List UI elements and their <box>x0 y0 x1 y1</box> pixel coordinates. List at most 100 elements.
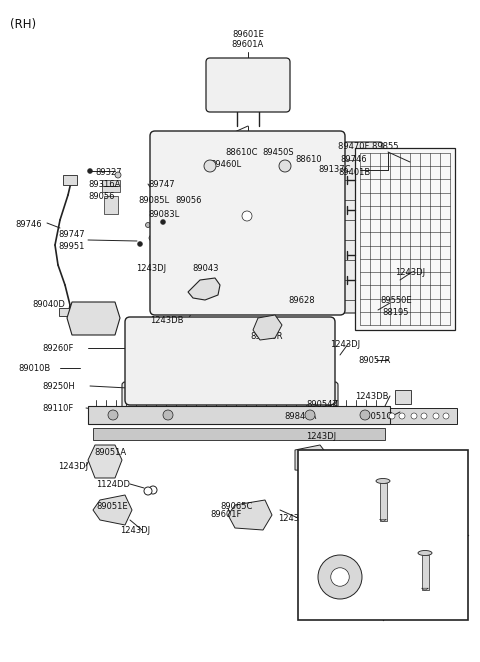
Text: 89550E: 89550E <box>380 296 412 305</box>
FancyBboxPatch shape <box>287 142 383 313</box>
Circle shape <box>87 169 93 173</box>
Text: 89746: 89746 <box>340 155 367 164</box>
Bar <box>421 555 429 591</box>
Text: 89040D: 89040D <box>32 300 65 309</box>
Polygon shape <box>88 445 122 478</box>
Text: 89056: 89056 <box>88 192 115 201</box>
Text: 89843A: 89843A <box>284 412 316 421</box>
Polygon shape <box>228 500 272 530</box>
Circle shape <box>115 172 121 178</box>
Circle shape <box>137 242 143 246</box>
Circle shape <box>204 160 216 172</box>
Text: 89460L: 89460L <box>210 160 241 169</box>
Bar <box>177 236 185 240</box>
Polygon shape <box>421 589 429 591</box>
Circle shape <box>331 568 349 587</box>
Text: 1243DJ: 1243DJ <box>58 462 88 471</box>
Circle shape <box>305 410 315 420</box>
Polygon shape <box>188 278 220 300</box>
Circle shape <box>145 222 151 228</box>
Circle shape <box>242 211 252 221</box>
Text: 89260F: 89260F <box>42 344 73 353</box>
Text: 1243DB: 1243DB <box>278 514 312 523</box>
Circle shape <box>279 160 291 172</box>
Text: 89628: 89628 <box>288 296 314 305</box>
Text: 89747: 89747 <box>148 180 175 189</box>
Bar <box>104 196 118 214</box>
Bar <box>177 212 185 216</box>
Circle shape <box>443 413 449 419</box>
Circle shape <box>318 555 362 599</box>
Text: 89045B: 89045B <box>325 462 357 471</box>
Circle shape <box>433 413 439 419</box>
Text: 1124DD: 1124DD <box>96 480 130 489</box>
Polygon shape <box>93 495 132 525</box>
Text: 89746: 89746 <box>15 220 42 229</box>
Text: 1243DJ: 1243DJ <box>330 340 360 349</box>
Bar <box>102 180 120 192</box>
Text: 88610C: 88610C <box>225 148 257 157</box>
Text: 1243JA: 1243JA <box>367 456 399 465</box>
Bar <box>93 428 385 440</box>
Ellipse shape <box>376 479 390 483</box>
Text: 88195: 88195 <box>382 308 408 317</box>
Text: 1243DJ: 1243DJ <box>306 432 336 441</box>
Bar <box>177 220 185 224</box>
Text: 1243DB: 1243DB <box>150 316 183 325</box>
Text: 89057R: 89057R <box>358 356 390 365</box>
Bar <box>395 390 411 404</box>
Text: 89830R: 89830R <box>250 332 283 341</box>
Text: 1243DJ: 1243DJ <box>395 268 425 277</box>
Circle shape <box>160 220 166 224</box>
Circle shape <box>421 413 427 419</box>
Text: 89250H: 89250H <box>42 382 75 391</box>
Text: 89054Z: 89054Z <box>306 400 338 409</box>
Text: 89083L: 89083L <box>148 210 179 219</box>
Text: 89010B: 89010B <box>18 364 50 373</box>
Text: 89056: 89056 <box>175 196 202 205</box>
Text: 89060A: 89060A <box>310 490 342 499</box>
Text: 1243DB: 1243DB <box>355 392 388 401</box>
Polygon shape <box>67 302 120 335</box>
FancyBboxPatch shape <box>150 131 345 315</box>
FancyBboxPatch shape <box>125 317 335 405</box>
Circle shape <box>411 413 417 419</box>
Text: 89085L: 89085L <box>138 196 169 205</box>
Bar <box>380 483 386 522</box>
Bar <box>298 450 468 620</box>
Ellipse shape <box>418 551 432 555</box>
Text: (RH): (RH) <box>10 18 36 31</box>
Text: 1243DJ: 1243DJ <box>120 526 150 535</box>
Circle shape <box>360 410 370 420</box>
Bar <box>162 205 190 247</box>
Bar <box>63 175 77 185</box>
Text: 89400: 89400 <box>214 132 240 141</box>
Text: 89470F 89855: 89470F 89855 <box>338 142 398 151</box>
Circle shape <box>149 486 157 494</box>
Text: 89601E
89601A: 89601E 89601A <box>232 30 264 50</box>
Bar <box>177 228 185 232</box>
Bar <box>59 308 71 316</box>
Text: 1243DR: 1243DR <box>407 540 443 549</box>
FancyBboxPatch shape <box>122 382 338 416</box>
Text: 89256: 89256 <box>362 480 388 489</box>
Text: 89316A: 89316A <box>88 180 120 189</box>
Text: 89065C: 89065C <box>220 502 252 511</box>
Text: 89601F: 89601F <box>210 510 241 519</box>
Text: 88610: 88610 <box>295 155 322 164</box>
Text: 89043: 89043 <box>192 264 218 273</box>
Bar <box>88 406 390 424</box>
Text: 89137C: 89137C <box>318 165 350 174</box>
Text: 89747: 89747 <box>58 230 84 239</box>
Bar <box>355 148 455 330</box>
Circle shape <box>399 413 405 419</box>
Polygon shape <box>295 445 330 472</box>
Circle shape <box>144 487 152 495</box>
Text: 89051A: 89051A <box>94 448 126 457</box>
Circle shape <box>389 413 395 419</box>
Text: 89110F: 89110F <box>42 404 73 413</box>
Text: 89450S: 89450S <box>262 148 294 157</box>
Bar <box>166 220 174 224</box>
Text: 1339GB: 1339GB <box>322 540 358 549</box>
Text: 89951: 89951 <box>58 242 84 251</box>
